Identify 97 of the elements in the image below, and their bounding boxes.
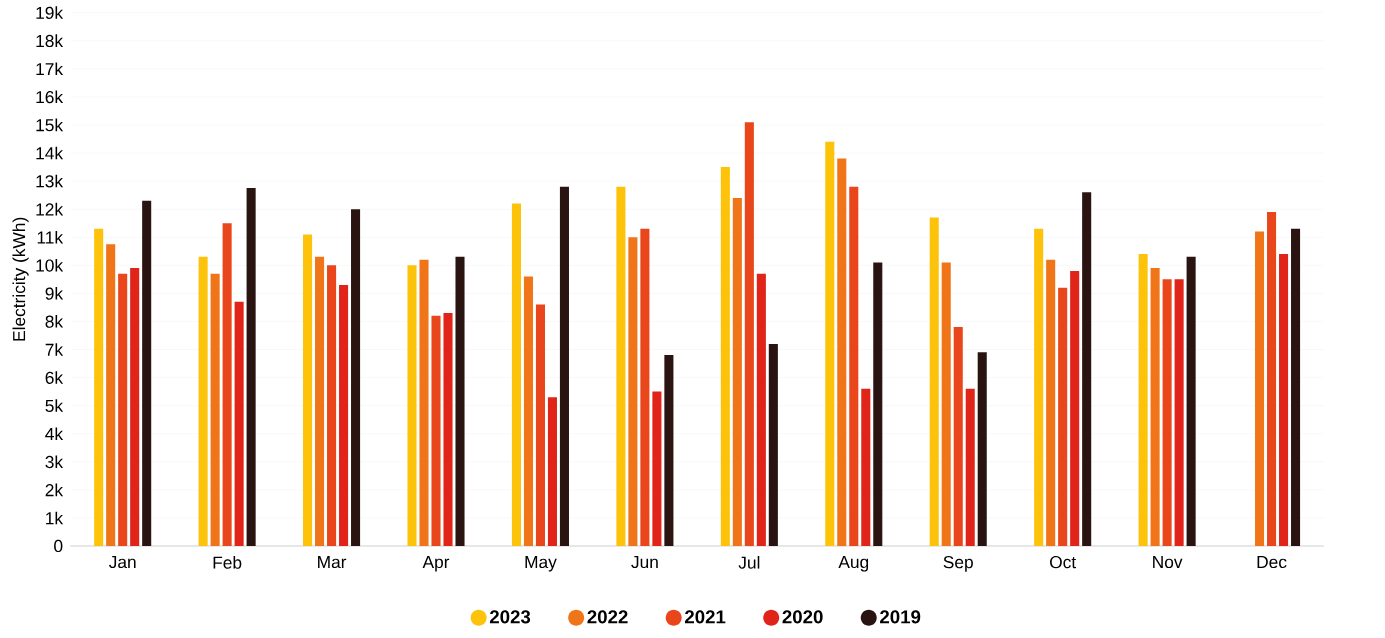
y-tick-label: 3k (45, 455, 64, 469)
bar (664, 355, 674, 546)
bar (1150, 268, 1160, 546)
bar (1162, 279, 1172, 546)
bar (1138, 254, 1148, 546)
bar (1034, 228, 1044, 546)
bar (431, 315, 441, 546)
y-tick-label: 11k (37, 230, 64, 244)
bar (977, 352, 987, 546)
bar (837, 158, 847, 546)
bar (965, 388, 975, 546)
legend-label: 2020 (782, 610, 823, 624)
bar (1070, 270, 1080, 546)
bar (1186, 256, 1196, 546)
bar (941, 262, 951, 546)
bar (407, 265, 417, 546)
y-tick-label: 10k (36, 258, 64, 272)
bar (1279, 254, 1289, 546)
bar (825, 141, 835, 546)
bar (849, 186, 859, 546)
x-tick-label: Jan (108, 556, 136, 569)
y-tick-label: 6k (45, 371, 64, 384)
bar (1046, 259, 1056, 546)
y-tick-label: 1k (46, 511, 64, 525)
y-tick-label: 19k (36, 6, 64, 20)
bar (142, 200, 152, 546)
y-tick-label: 14k (36, 146, 64, 160)
x-tick-label: Apr (422, 556, 450, 572)
bar (511, 203, 521, 546)
legend-label: 2019 (880, 610, 921, 624)
x-tick-label: Mar (318, 556, 347, 569)
y-axis-title: Electricity (kWh) (12, 217, 29, 341)
bar (744, 122, 754, 546)
x-tick-label: Nov (1153, 556, 1183, 569)
bar (339, 284, 349, 546)
y-tick-label: 8k (45, 315, 64, 328)
bar (559, 186, 569, 546)
x-tick-label: Jun (631, 556, 658, 569)
y-tick-label: 13k (36, 174, 64, 188)
bar (873, 262, 883, 546)
bar (1174, 279, 1184, 546)
bar (1082, 192, 1092, 546)
legend-label: 2021 (685, 610, 726, 624)
bar (118, 273, 128, 546)
bar (327, 265, 337, 546)
bar (106, 244, 116, 546)
bar (720, 167, 730, 546)
y-tick-label: 18k (36, 34, 64, 48)
bar (1255, 231, 1265, 546)
bar (315, 256, 325, 546)
bar (768, 343, 778, 546)
bar (652, 391, 662, 546)
bar (547, 397, 557, 546)
bar (523, 276, 533, 546)
bar (443, 313, 453, 546)
y-tick-label: 17k (36, 62, 64, 76)
bar (94, 228, 104, 546)
bar (246, 188, 256, 546)
y-tick-label: 15k (36, 118, 64, 132)
x-tick-label: May (525, 556, 557, 572)
bar (929, 217, 939, 546)
bar (756, 273, 766, 546)
x-tick-label: Dec (1257, 556, 1287, 569)
bar (222, 223, 232, 546)
y-tick-label: 12k (36, 202, 64, 216)
bar (1267, 211, 1277, 546)
bar (1291, 228, 1301, 546)
bar (455, 256, 465, 546)
bar (861, 388, 871, 546)
y-tick-label: 16k (36, 90, 64, 104)
bar (419, 259, 429, 546)
legend-label: 2022 (587, 610, 628, 624)
bar (628, 237, 638, 546)
bar (616, 186, 626, 546)
y-tick-label: 7k (45, 343, 64, 356)
bar (234, 301, 244, 546)
y-tick-label: 2k (45, 483, 64, 497)
bar (303, 234, 313, 546)
y-tick-label: 5k (45, 399, 64, 412)
y-tick-label: 4k (45, 427, 64, 440)
legend-label: 2023 (489, 610, 531, 624)
bar (198, 256, 208, 546)
bar (535, 304, 545, 546)
bar (1058, 287, 1068, 546)
bar (210, 273, 220, 546)
x-tick-label: Jul (738, 556, 760, 569)
y-tick-label: 9k (45, 286, 64, 300)
bar (130, 268, 140, 546)
bar (640, 228, 650, 546)
bar (351, 209, 361, 546)
y-tick-label: 0 (54, 539, 63, 553)
x-tick-label: Feb (213, 556, 242, 569)
bar (732, 197, 742, 546)
x-tick-label: Sep (943, 556, 973, 572)
bar (953, 327, 963, 546)
x-tick-label: Aug (838, 556, 869, 572)
x-tick-label: Oct (1050, 556, 1077, 569)
